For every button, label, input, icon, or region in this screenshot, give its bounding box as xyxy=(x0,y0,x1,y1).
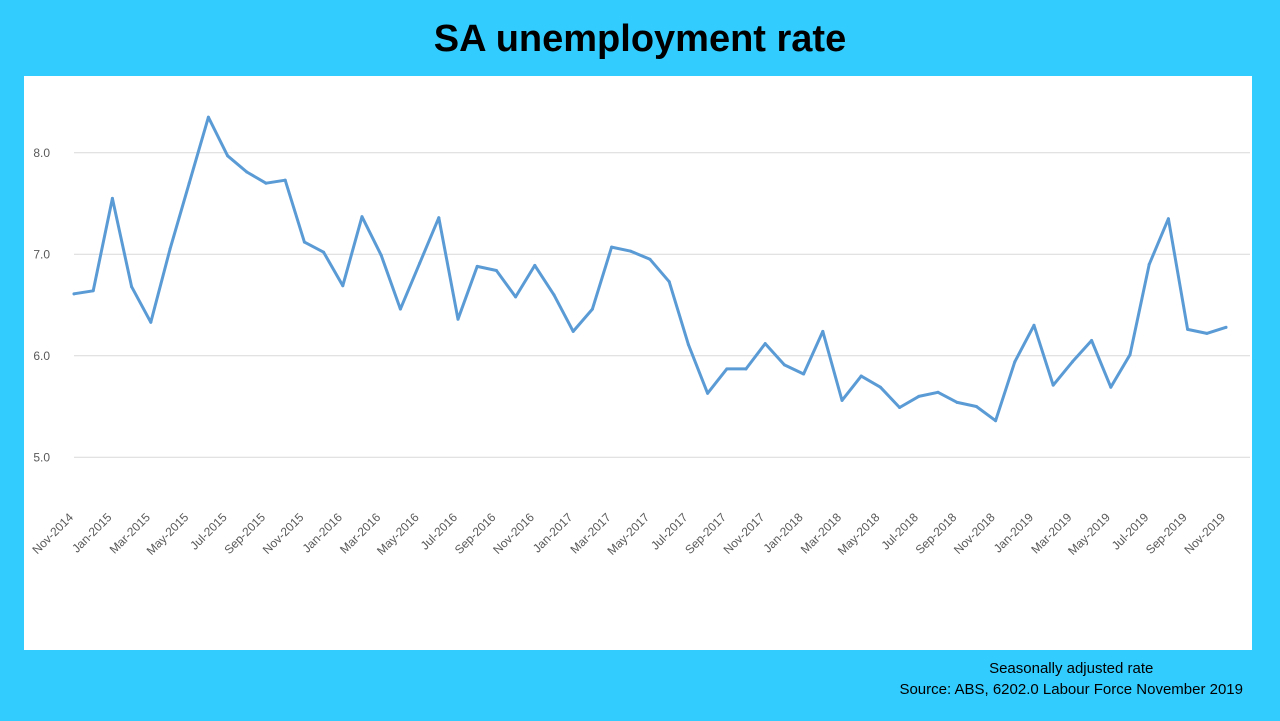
data-point xyxy=(245,170,249,174)
data-point xyxy=(226,154,230,158)
data-point xyxy=(552,293,556,297)
x-tick-label: May-2019 xyxy=(1065,510,1113,558)
data-point xyxy=(1205,331,1209,335)
data-point xyxy=(1051,383,1055,387)
data-point xyxy=(1109,385,1113,389)
x-tick-label: Nov-2017 xyxy=(721,510,768,557)
x-tick-label: May-2016 xyxy=(374,510,422,558)
data-point xyxy=(110,196,114,200)
x-tick-label: Nov-2014 xyxy=(29,510,76,557)
data-point xyxy=(898,406,902,410)
x-tick-label: May-2015 xyxy=(144,510,192,558)
data-point xyxy=(955,400,959,404)
x-tick-label: May-2018 xyxy=(835,510,883,558)
y-tick-label: 7.0 xyxy=(33,247,50,261)
x-tick-label: Nov-2015 xyxy=(260,510,307,557)
data-point xyxy=(686,343,690,347)
data-point xyxy=(1186,327,1190,331)
data-point xyxy=(1013,360,1017,364)
footer-source: Source: ABS, 6202.0 Labour Force Novembe… xyxy=(899,681,1243,698)
data-point xyxy=(1090,339,1094,343)
data-point xyxy=(917,394,921,398)
y-tick-label: 6.0 xyxy=(33,349,50,363)
data-point xyxy=(725,367,729,371)
data-point xyxy=(494,268,498,272)
x-axis-ticks: Nov-2014Jan-2015Mar-2015May-2015Jul-2015… xyxy=(29,510,1228,558)
data-point xyxy=(936,390,940,394)
data-point xyxy=(187,181,191,185)
data-point xyxy=(974,405,978,408)
data-point xyxy=(264,181,268,185)
data-point xyxy=(1070,360,1074,364)
data-point xyxy=(994,419,998,423)
data-point xyxy=(456,317,460,321)
data-point xyxy=(782,363,786,367)
data-point xyxy=(840,398,844,402)
data-point xyxy=(514,295,518,299)
x-tick-label: Nov-2018 xyxy=(951,510,998,557)
data-point xyxy=(130,285,134,289)
data-point xyxy=(763,342,767,346)
data-point xyxy=(878,385,882,389)
data-point xyxy=(322,250,326,254)
line-chart: 5.0 6.0 7.0 8.0 Nov-2014Jan-2015Mar-2015May… xyxy=(29,115,1250,558)
data-point xyxy=(802,372,806,376)
chart-panel: 5.0 6.0 7.0 8.0 Nov-2014 Jan-2015 Mar-2015 May… xyxy=(24,76,1252,650)
data-point xyxy=(302,240,306,244)
data-point xyxy=(610,245,614,249)
data-point xyxy=(168,247,172,251)
data-point xyxy=(206,115,210,119)
data-point xyxy=(72,292,76,296)
data-point xyxy=(1224,325,1228,329)
data-point xyxy=(706,391,710,395)
data-point xyxy=(744,367,748,371)
x-tick-label: Nov-2019 xyxy=(1181,510,1228,557)
data-point xyxy=(648,257,652,261)
data-point xyxy=(533,263,537,267)
data-point xyxy=(379,253,383,257)
data-point xyxy=(1128,353,1132,357)
data-point xyxy=(859,374,863,378)
data-point xyxy=(1147,262,1151,266)
data-point xyxy=(571,329,575,333)
data-point xyxy=(821,329,825,333)
y-tick-label: 8.0 xyxy=(33,146,50,160)
footer-note: Seasonally adjusted rate xyxy=(989,660,1154,677)
gridlines xyxy=(74,152,1250,458)
data-point xyxy=(360,215,364,219)
data-point xyxy=(1032,323,1036,327)
data-point xyxy=(418,261,422,265)
data-point xyxy=(1166,217,1170,221)
data-point xyxy=(91,289,95,293)
chart-title: SA unemployment rate xyxy=(433,18,847,60)
data-point xyxy=(398,307,402,311)
y-tick-label: 5.0 xyxy=(33,450,50,464)
data-point xyxy=(590,307,594,311)
data-point xyxy=(341,284,345,288)
data-point xyxy=(629,249,633,253)
data-point xyxy=(437,216,441,220)
x-tick-label: Nov-2016 xyxy=(490,510,537,557)
x-tick-label: May-2017 xyxy=(604,510,652,558)
data-point xyxy=(149,320,153,324)
chart-footer: Seasonally adjusted rate Source: ABS, 62… xyxy=(899,658,1243,700)
y-axis-ticks: 5.0 6.0 7.0 8.0 xyxy=(33,146,50,465)
series-points xyxy=(72,115,1228,423)
data-point xyxy=(283,178,287,182)
data-point xyxy=(475,264,479,268)
data-point xyxy=(667,280,671,284)
series-layer xyxy=(72,115,1228,423)
series-line xyxy=(72,115,1228,423)
